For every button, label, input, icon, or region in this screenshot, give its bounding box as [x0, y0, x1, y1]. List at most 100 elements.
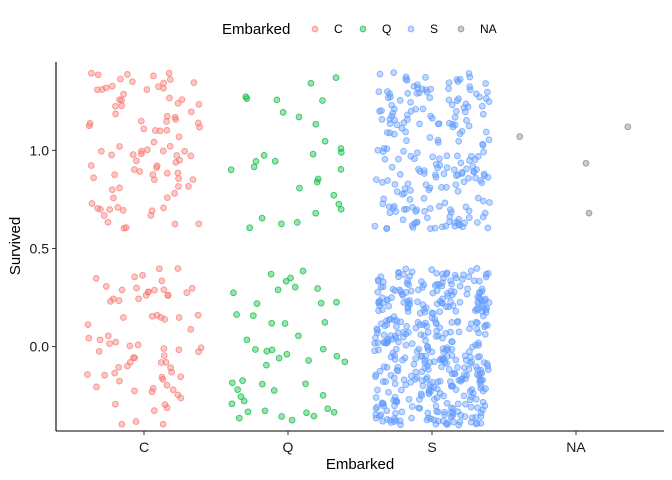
point-s-566 [378, 116, 386, 123]
point-c-89 [150, 72, 157, 80]
point-s-624 [412, 208, 420, 215]
point-q-35 [267, 270, 275, 278]
point-c-65 [158, 277, 166, 285]
legend-key-na [457, 25, 465, 33]
point-c-2 [161, 316, 169, 323]
point-c-101 [133, 157, 140, 165]
point-s-136 [454, 400, 462, 408]
point-s-518 [484, 88, 491, 96]
point-c-53 [135, 295, 142, 303]
point-s-378 [474, 299, 482, 306]
point-q-63 [250, 163, 258, 171]
point-q-5 [317, 299, 325, 307]
point-s-333 [385, 316, 393, 324]
point-c-120 [116, 96, 123, 104]
point-c-166 [187, 152, 195, 160]
point-s-384 [375, 346, 382, 354]
point-s-444 [426, 134, 434, 141]
point-c-136 [104, 218, 112, 226]
point-s-271 [452, 356, 460, 364]
point-s-309 [413, 374, 421, 381]
point-s-358 [465, 273, 473, 281]
point-s-383 [377, 273, 385, 281]
point-q-40 [288, 416, 296, 424]
point-s-393 [415, 345, 423, 353]
point-s-291 [412, 324, 420, 332]
point-s-211 [436, 377, 444, 385]
point-s-201 [372, 414, 380, 422]
point-c-145 [88, 69, 95, 77]
point-c-155 [88, 200, 96, 207]
point-c-161 [166, 94, 173, 102]
point-s-231 [393, 323, 400, 330]
point-q-74 [293, 219, 301, 226]
point-c-49 [160, 286, 168, 294]
point-s-605 [403, 205, 410, 213]
point-q-44 [243, 336, 251, 344]
plot-points [84, 69, 632, 429]
point-c-148 [160, 79, 167, 87]
x-tick-label-s: S [427, 439, 436, 455]
point-c-70 [124, 362, 131, 370]
point-s-425 [448, 345, 456, 353]
point-s-452 [429, 153, 436, 161]
point-q-4 [299, 267, 307, 275]
point-s-354 [401, 354, 409, 362]
point-c-105 [185, 183, 192, 190]
point-s-401 [459, 276, 466, 283]
point-s-307 [422, 319, 429, 327]
point-q-12 [295, 332, 302, 340]
point-s-600 [482, 95, 490, 102]
point-c-61 [118, 420, 126, 428]
point-s-402 [433, 280, 441, 288]
point-c-123 [106, 206, 114, 213]
point-s-500 [484, 224, 492, 232]
point-c-152 [143, 146, 151, 154]
point-s-508 [480, 170, 488, 178]
point-s-43 [408, 403, 416, 410]
point-c-103 [190, 79, 198, 86]
point-s-38 [403, 322, 410, 330]
point-s-560 [401, 206, 408, 213]
point-s-143 [432, 402, 440, 410]
point-s-32 [473, 265, 481, 272]
x-tick-label-na: NA [566, 439, 586, 455]
point-s-388 [418, 352, 426, 360]
point-c-17 [126, 342, 134, 350]
x-tick-label-q: Q [283, 439, 294, 455]
point-c-59 [174, 265, 182, 272]
point-s-372 [376, 412, 383, 420]
point-s-496 [413, 81, 421, 89]
point-s-357 [454, 319, 461, 326]
point-c-74 [142, 292, 150, 299]
point-s-417 [450, 370, 458, 377]
point-c-28 [131, 273, 138, 281]
point-c-84 [108, 151, 115, 159]
point-s-199 [379, 283, 387, 291]
point-s-613 [448, 101, 456, 109]
point-q-65 [312, 120, 320, 128]
point-s-575 [446, 218, 453, 226]
point-q-31 [287, 274, 294, 282]
point-s-202 [474, 319, 481, 327]
point-q-75 [335, 200, 343, 208]
point-s-349 [463, 372, 471, 379]
point-s-606 [465, 174, 472, 182]
point-s-223 [481, 323, 488, 331]
point-c-122 [143, 86, 151, 93]
point-s-506 [403, 137, 410, 144]
point-s-547 [459, 223, 467, 231]
legend-label-q: Q [382, 22, 391, 36]
point-s-504 [400, 190, 408, 197]
point-c-156 [181, 147, 189, 155]
point-s-275 [383, 407, 391, 415]
point-q-53 [295, 113, 303, 121]
point-q-23 [321, 319, 329, 326]
point-s-47 [428, 266, 436, 273]
legend-items: C Q S NA [311, 22, 497, 36]
point-c-127 [172, 116, 180, 123]
point-s-58 [452, 307, 460, 315]
point-s-584 [386, 129, 394, 137]
point-s-329 [433, 408, 440, 415]
point-na-1 [585, 209, 593, 217]
